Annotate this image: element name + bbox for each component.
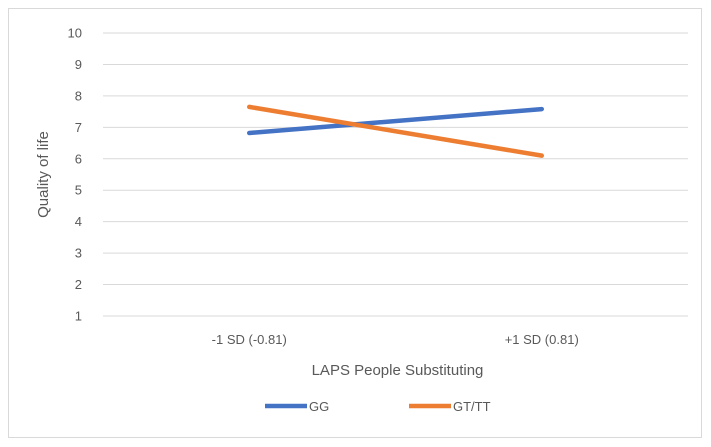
y-tick-label: 10 [68,26,82,41]
x-tick-label: -1 SD (-0.81) [212,332,287,347]
legend-label: GT/TT [453,399,491,414]
y-tick-label: 1 [75,309,82,324]
y-tick-label: 4 [75,214,82,229]
y-tick-label: 5 [75,183,82,198]
y-tick-label: 2 [75,277,82,292]
series-lines [247,104,544,158]
x-axis-title: LAPS People Substituting [312,362,484,379]
y-tick-labels: 1 2 3 4 5 6 7 8 9 10 [68,26,82,324]
y-tick-label: 7 [75,120,82,135]
y-tick-label: 3 [75,246,82,261]
series-line-gt-tt [247,104,544,158]
x-tick-labels: -1 SD (-0.81) +1 SD (0.81) [212,332,579,347]
y-axis-title: Quality of life [35,131,52,218]
legend-label: GG [309,399,329,414]
y-tick-label: 6 [75,151,82,166]
series-line-gg [247,106,544,136]
chart-frame [8,8,702,438]
y-tick-label: 9 [75,57,82,72]
legend: GG GT/TT [265,399,491,414]
y-tick-label: 8 [75,88,82,103]
x-tick-label: +1 SD (0.81) [505,332,579,347]
gridlines [103,32,688,317]
